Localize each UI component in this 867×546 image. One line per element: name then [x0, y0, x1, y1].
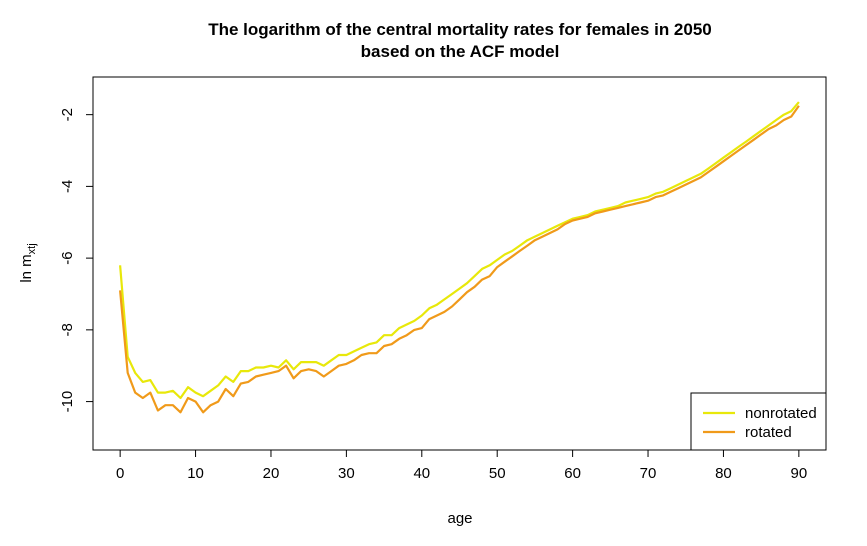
- x-tick-label: 70: [640, 465, 657, 482]
- x-axis: 0 10 20 30 40 50 60 70 80 90: [116, 449, 808, 482]
- legend-label-rotated: rotated: [745, 424, 792, 441]
- y-axis-label: ln mxtj: [18, 243, 38, 282]
- x-tick-label: 30: [338, 465, 355, 482]
- x-tick-label: 80: [715, 465, 732, 482]
- x-tick-label: 90: [791, 465, 808, 482]
- y-tick-label: -8: [59, 323, 76, 336]
- x-tick-label: 0: [116, 465, 124, 482]
- y-tick-label: -10: [59, 391, 76, 413]
- series-line-rotated: [119, 105, 800, 414]
- x-tick-label: 60: [564, 465, 581, 482]
- x-tick-label: 40: [413, 465, 430, 482]
- chart-subtitle: based on the ACF model: [361, 42, 560, 61]
- y-tick-label: -6: [59, 251, 76, 264]
- x-tick-label: 20: [263, 465, 280, 482]
- x-axis-label: age: [447, 510, 472, 527]
- chart-title: The logarithm of the central mortality r…: [208, 20, 712, 39]
- legend-label-nonrotated: nonrotated: [745, 405, 817, 422]
- series-line-nonrotated: [119, 101, 800, 400]
- legend: nonrotated rotated: [690, 392, 827, 451]
- series-layer: [119, 101, 800, 414]
- x-tick-label: 10: [187, 465, 204, 482]
- x-tick-label: 50: [489, 465, 506, 482]
- legend-box: [690, 392, 827, 451]
- y-axis: -2 -4 -6 -8 -10: [59, 108, 94, 413]
- y-axis-label-subscript: xtj: [26, 243, 38, 254]
- y-tick-label: -2: [59, 108, 76, 121]
- y-tick-label: -4: [59, 180, 76, 193]
- y-axis-label-main: ln m: [18, 254, 35, 282]
